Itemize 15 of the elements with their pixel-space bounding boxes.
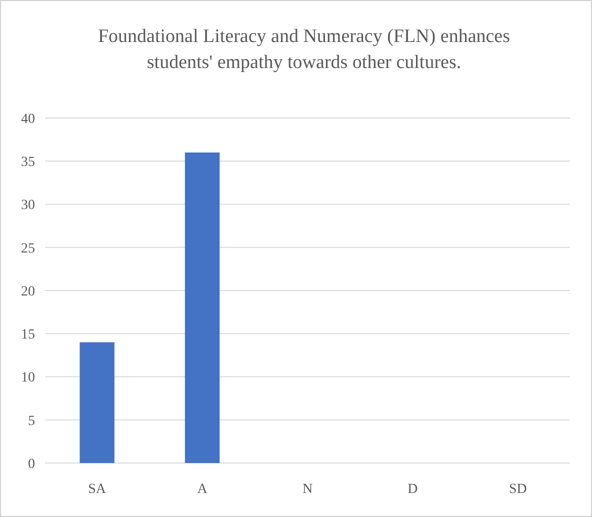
y-tick-label: 0 <box>28 456 35 472</box>
x-tick-label: D <box>408 482 418 497</box>
y-tick-label: 10 <box>21 370 35 386</box>
chart-title: Foundational Literacy and Numeracy (FLN) enhances students' empathy towards other cultures. <box>98 26 510 73</box>
x-tick-label: SA <box>88 482 107 497</box>
y-tick-label: 5 <box>28 414 35 429</box>
y-tick-label: 30 <box>21 198 35 214</box>
y-tick-label: 20 <box>21 284 35 300</box>
y-tick-label: 40 <box>21 112 35 127</box>
x-tick-label: N <box>302 482 313 497</box>
y-tick-label: 15 <box>21 328 35 343</box>
y-tick-label: 35 <box>21 155 35 170</box>
x-tick-label: A <box>197 482 208 497</box>
x-tick-label: SD <box>508 482 527 497</box>
y-tick-label: 25 <box>21 241 35 256</box>
